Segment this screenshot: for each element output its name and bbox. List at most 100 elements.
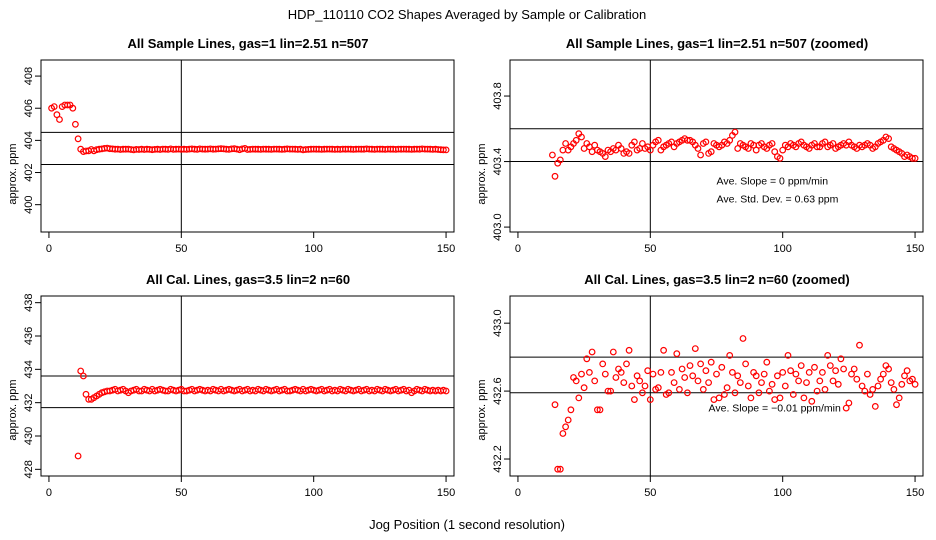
data-point xyxy=(593,406,601,414)
data-point xyxy=(776,394,784,402)
y-tick-label: 432.2 xyxy=(492,445,504,473)
y-axis: 432.2 432.6 433.0 xyxy=(492,309,510,473)
data-point xyxy=(641,382,649,390)
data-point xyxy=(630,396,638,403)
data-point xyxy=(609,348,617,356)
data-points xyxy=(551,335,919,473)
data-point xyxy=(845,399,853,407)
data-point xyxy=(697,151,705,159)
data-point xyxy=(80,372,87,380)
data-point xyxy=(890,385,898,393)
data-point xyxy=(556,465,564,473)
data-point xyxy=(734,145,742,152)
data-point xyxy=(554,465,562,473)
data-point xyxy=(551,172,559,180)
data-point xyxy=(549,151,556,159)
y-tick-label: 428 xyxy=(23,460,35,478)
data-point xyxy=(633,372,641,380)
data-point xyxy=(707,358,715,366)
data-point xyxy=(646,396,654,403)
data-point xyxy=(742,360,750,368)
data-point xyxy=(797,362,805,369)
data-point xyxy=(623,360,630,368)
y-axis-label: approx. ppm xyxy=(7,379,19,440)
y-axis-label: approx. ppm xyxy=(7,143,19,204)
data-point xyxy=(638,140,646,147)
x-tick-label: 150 xyxy=(906,243,924,255)
x-axis-label: Jog Position (1 second resolution) xyxy=(369,517,565,532)
data-point xyxy=(440,146,447,154)
data-point xyxy=(678,365,686,373)
x-axis: 0 50 100 150 xyxy=(515,232,924,255)
x-tick-label: 100 xyxy=(774,243,792,255)
data-point xyxy=(744,382,752,390)
y-tick-label: 406 xyxy=(23,99,35,117)
data-point xyxy=(768,140,776,147)
y-tick-label: 403.8 xyxy=(492,82,504,110)
data-point xyxy=(813,387,821,395)
data-point xyxy=(731,389,739,397)
data-point xyxy=(832,367,840,375)
data-point xyxy=(718,363,726,371)
data-point xyxy=(625,346,633,354)
data-point xyxy=(840,365,848,373)
y-axis: 400 402 404 406 408 xyxy=(23,67,41,214)
data-point xyxy=(805,368,813,376)
data-point xyxy=(673,350,681,358)
data-point xyxy=(580,384,588,392)
data-point xyxy=(596,406,604,414)
y-tick-label: 436 xyxy=(23,327,35,345)
data-point xyxy=(625,149,633,157)
data-point xyxy=(779,368,787,376)
data-point xyxy=(665,389,673,397)
x-tick-label: 100 xyxy=(305,487,323,499)
panel-title: All Cal. Lines, gas=3.5 lin=2 n=60 xyxy=(146,272,350,287)
data-point xyxy=(834,380,842,388)
data-point xyxy=(50,103,58,110)
data-point xyxy=(760,370,768,378)
data-point xyxy=(821,385,829,393)
data-point xyxy=(850,365,858,373)
data-point xyxy=(893,401,900,409)
x-tick-label: 0 xyxy=(515,243,521,255)
data-point xyxy=(895,394,903,402)
annotation-text: Ave. Slope = −0.01 ppm/min xyxy=(709,402,841,414)
data-point xyxy=(909,154,916,162)
data-point xyxy=(551,401,559,409)
y-tick-label: 432.6 xyxy=(492,377,504,405)
data-point xyxy=(660,346,668,354)
data-point xyxy=(911,154,919,162)
data-point xyxy=(871,402,879,410)
data-points xyxy=(74,367,450,460)
plot-frame xyxy=(40,59,455,233)
y-tick-label: 404 xyxy=(23,131,35,149)
data-point xyxy=(612,374,620,381)
data-point xyxy=(702,367,710,375)
data-point xyxy=(864,370,871,378)
data-point xyxy=(848,370,855,378)
y-axis: 428 430 432 434 436 438 xyxy=(23,293,41,479)
data-point xyxy=(776,154,784,162)
panel-sample: All Sample Lines, gas=1 lin=2.51 n=507 a… xyxy=(7,36,455,255)
data-point xyxy=(803,379,810,386)
data-point xyxy=(768,380,776,388)
data-point xyxy=(861,387,869,395)
data-point xyxy=(74,452,82,460)
data-point xyxy=(562,140,569,147)
y-axis-label: approx. ppm xyxy=(476,379,488,440)
data-point xyxy=(734,372,742,380)
data-point xyxy=(567,406,575,414)
data-point xyxy=(74,135,82,143)
data-point xyxy=(620,379,628,386)
data-point xyxy=(630,138,638,146)
plot-frame xyxy=(509,295,924,477)
data-point xyxy=(649,370,657,378)
data-point xyxy=(599,360,607,368)
data-point xyxy=(654,136,662,144)
panel-title: All Sample Lines, gas=1 lin=2.51 n=507 (… xyxy=(566,36,868,51)
annotations: Ave. Slope = −0.01 ppm/min xyxy=(709,402,841,414)
data-points xyxy=(549,128,919,180)
reference-lines xyxy=(41,60,454,232)
x-tick-label: 50 xyxy=(644,243,656,255)
